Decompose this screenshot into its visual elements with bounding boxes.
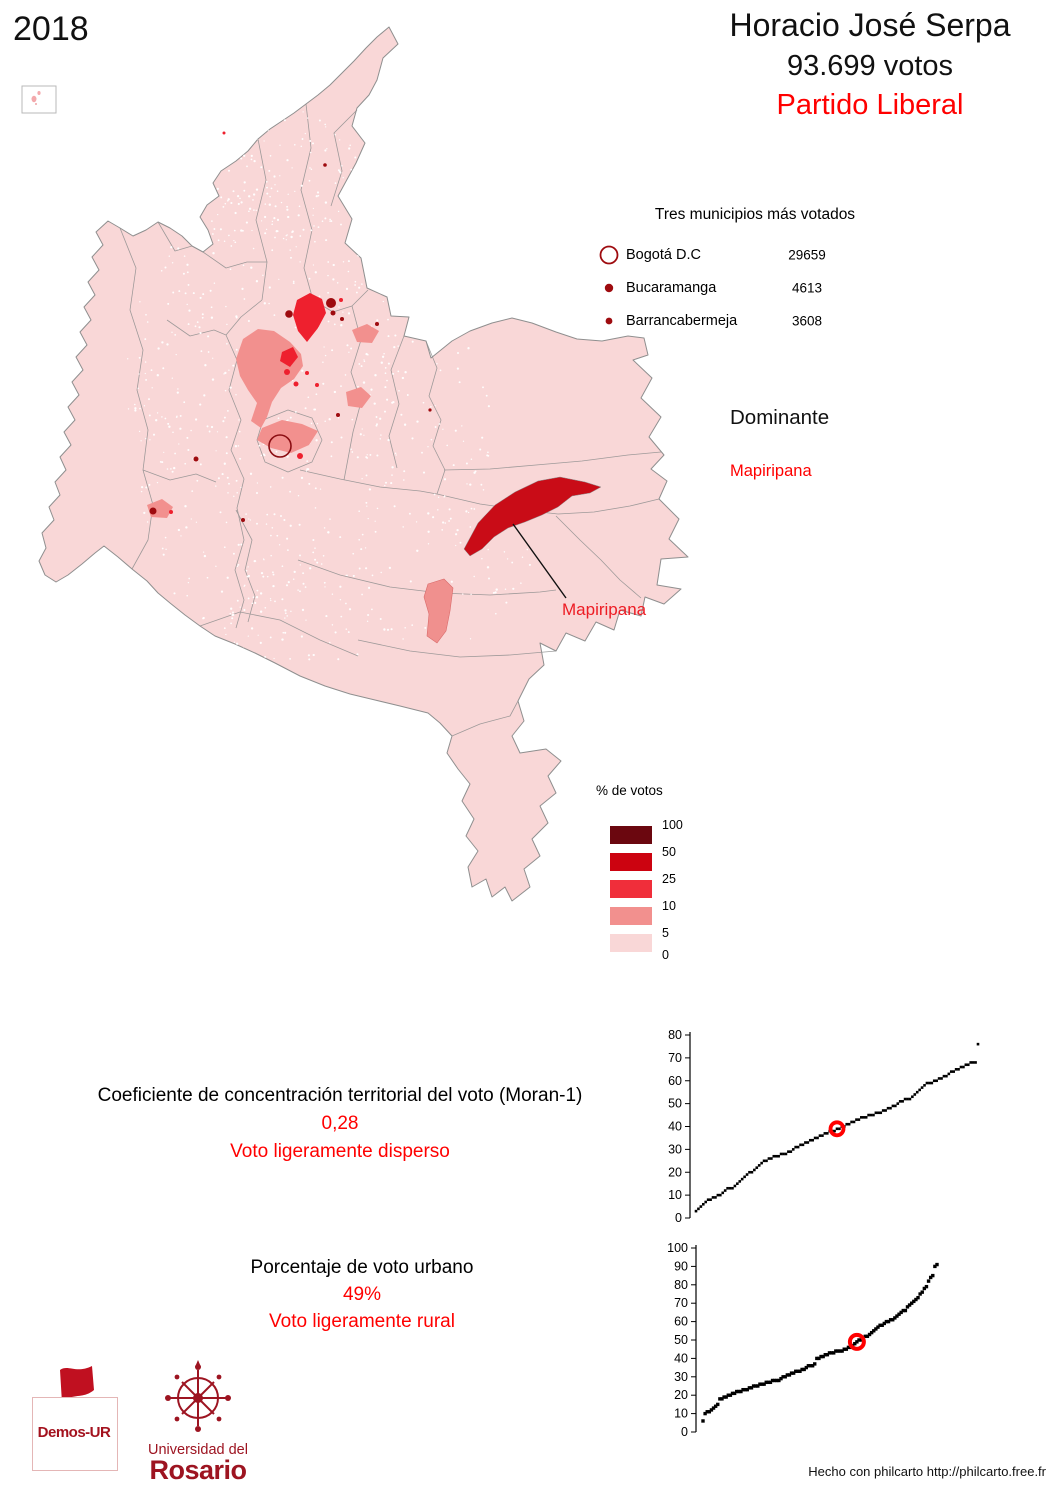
- svg-text:40: 40: [668, 1120, 682, 1134]
- legend-tick: 10: [662, 899, 676, 913]
- svg-text:30: 30: [674, 1370, 688, 1384]
- svg-text:60: 60: [668, 1074, 682, 1088]
- top-municipalities-legend: Tres municipios más votados Bogotá D.C 2…: [590, 206, 920, 337]
- country-outline: [38, 26, 689, 902]
- demos-ur-logo: Demos-UR: [30, 1358, 126, 1476]
- candidate-votes: 93.699 votos: [786, 50, 954, 83]
- rosario-crest-icon: [165, 1360, 231, 1432]
- legend-tick: 100: [662, 818, 683, 832]
- municipality-name: Bogotá D.C: [626, 246, 701, 263]
- vote-share-swatches: 100 50 25 10 5 0: [596, 818, 736, 986]
- annotation-line: [512, 523, 567, 599]
- svg-text:10: 10: [674, 1407, 688, 1421]
- municipality-votes: 4613: [791, 280, 823, 295]
- legend-tick: 25: [662, 872, 676, 886]
- svg-text:70: 70: [668, 1051, 682, 1065]
- svg-text:50: 50: [674, 1333, 688, 1347]
- svg-text:30: 30: [668, 1142, 682, 1156]
- year-label: 2018: [13, 10, 89, 48]
- demos-ur-label: Demos-UR: [37, 1424, 111, 1441]
- municipality-name: Barrancabermeja: [626, 312, 738, 329]
- legend-swatch: [610, 880, 652, 898]
- svg-text:40: 40: [674, 1351, 688, 1365]
- moran-value: 0,28: [321, 1113, 359, 1134]
- dot-icon: [605, 317, 613, 324]
- list-item: Barrancabermeja 3608: [590, 304, 920, 337]
- legend-swatch: [610, 853, 652, 871]
- moran-description: Voto ligeramente disperso: [230, 1141, 450, 1162]
- top-municipalities-title: Tres municipios más votados: [654, 206, 856, 223]
- candidate-title-block: Horacio José Serpa 93.699 votos Partido …: [690, 4, 1050, 125]
- urban-description: Voto ligeramente rural: [269, 1311, 455, 1332]
- legend-swatch: [610, 934, 652, 952]
- barrancabermeja-dot: [285, 310, 293, 318]
- city-markers: [149, 163, 432, 522]
- municipality-votes: 3608: [791, 313, 823, 328]
- university-name-line2: Rosario: [149, 1455, 247, 1485]
- list-item: Bogotá D.C 29659: [590, 238, 920, 271]
- ballot-flag-icon: [60, 1366, 94, 1403]
- open-circle-icon: [599, 245, 619, 264]
- legend-swatch: [610, 826, 652, 844]
- moran-scatter-chart: 0 10 20 30 40 50 60 70 80: [668, 1028, 980, 1225]
- urban-value: 49%: [342, 1284, 382, 1305]
- philcarto-credit: Hecho con philcarto http://philcarto.fre…: [808, 1464, 1046, 1479]
- legend-tick: 50: [662, 845, 676, 859]
- inset-islands-box: [21, 85, 57, 114]
- dominante-label: Dominante: [730, 406, 830, 429]
- vote-share-legend: % de votos 100 50 25 10 5 0: [596, 783, 736, 986]
- vote-share-patches: [147, 131, 379, 518]
- moran-title: Coeficiente de concentración territorial…: [97, 1085, 583, 1106]
- legend-tick: 0: [662, 948, 669, 962]
- legend-swatch: [610, 907, 652, 925]
- svg-text:50: 50: [668, 1097, 682, 1111]
- department-borders: [119, 103, 662, 737]
- svg-text:20: 20: [668, 1165, 682, 1179]
- candidate-party: Partido Liberal: [776, 89, 964, 122]
- secondary-region: [423, 578, 454, 644]
- svg-text:70: 70: [674, 1296, 688, 1310]
- svg-text:0: 0: [675, 1211, 682, 1225]
- svg-text:80: 80: [674, 1278, 688, 1292]
- svg-text:100: 100: [667, 1241, 688, 1255]
- vote-share-legend-title: % de votos: [596, 783, 663, 798]
- candidate-name: Horacio José Serpa: [729, 7, 1011, 43]
- bogota-ring: [268, 434, 292, 458]
- svg-text:90: 90: [674, 1259, 688, 1273]
- list-item: Bucaramanga 4613: [590, 271, 920, 304]
- svg-text:20: 20: [674, 1388, 688, 1402]
- svg-text:80: 80: [668, 1028, 682, 1042]
- dominante-value: Mapiripana: [730, 462, 812, 480]
- svg-text:10: 10: [668, 1188, 682, 1202]
- svg-text:0: 0: [681, 1425, 688, 1439]
- universidad-rosario-logo: Universidad del Rosario: [138, 1360, 258, 1485]
- legend-tick: 5: [662, 926, 669, 940]
- municipality-name: Bucaramanga: [626, 279, 717, 296]
- cali-dot: [149, 507, 157, 515]
- dot-icon: [604, 283, 614, 292]
- urban-title: Porcentaje de voto urbano: [250, 1257, 474, 1278]
- ballot-box: [32, 1397, 118, 1471]
- urban-text-block: Porcentaje de voto urbano 49% Voto liger…: [112, 1254, 612, 1335]
- svg-text:60: 60: [674, 1315, 688, 1329]
- university-name-line1: Universidad del: [148, 1442, 248, 1458]
- bucaramanga-dot: [326, 298, 336, 308]
- moran-text-block: Coeficiente de concentración territorial…: [30, 1082, 650, 1166]
- dominant-region: [463, 476, 602, 557]
- urban-scatter-chart: 0 10 20 30 40 50 60 70 80 90 100: [667, 1241, 939, 1439]
- map-annotation-label: Mapiripana: [562, 600, 647, 619]
- municipality-votes: 29659: [788, 247, 826, 262]
